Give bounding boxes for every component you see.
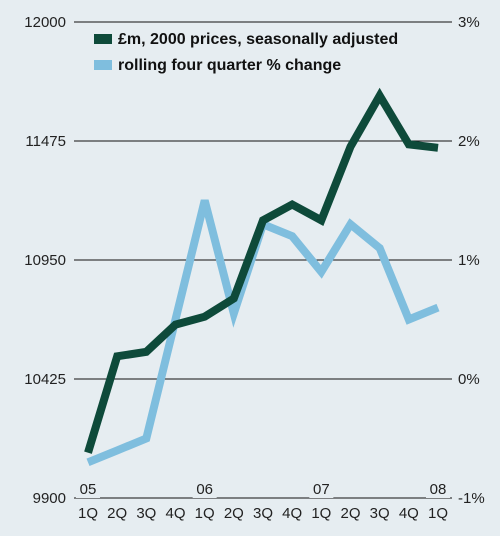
x-tick-label: 3Q — [136, 505, 156, 522]
year-label-bg — [76, 480, 100, 498]
year-label: 06 — [196, 481, 213, 498]
legend-label-level: £m, 2000 prices, seasonally adjusted — [118, 31, 398, 48]
left-axis-ticks: 9900 10425 10950 11475 12000 — [24, 14, 66, 507]
right-axis-ticks: -1% 0% 1% 2% 3% — [458, 14, 485, 507]
x-tick-label: 1Q — [428, 505, 448, 522]
legend-swatch-change — [94, 60, 112, 70]
x-tick-label: 2Q — [224, 505, 244, 522]
left-tick-label: 10950 — [24, 252, 66, 269]
right-tick-label: 1% — [458, 252, 480, 269]
year-labels: 05 06 07 08 — [76, 480, 450, 498]
x-tick-label: 1Q — [311, 505, 331, 522]
x-tick-label: 4Q — [282, 505, 302, 522]
left-tick-label: 9900 — [33, 490, 66, 507]
year-label: 05 — [80, 481, 97, 498]
right-tick-label: 2% — [458, 133, 480, 150]
left-tick-label: 11475 — [25, 133, 66, 150]
legend-label-change: rolling four quarter % change — [118, 57, 341, 74]
year-label-bg — [192, 480, 217, 498]
legend: £m, 2000 prices, seasonally adjusted rol… — [94, 31, 398, 74]
year-label: 08 — [430, 481, 447, 498]
year-label-bg — [426, 480, 450, 498]
series-line-change — [86, 199, 440, 467]
series-lines — [84, 87, 440, 467]
x-axis-ticks: 1Q 2Q 3Q 4Q 1Q 2Q 3Q 4Q 1Q 2Q 3Q 4Q 1Q — [78, 505, 448, 522]
x-tick-label: 3Q — [370, 505, 390, 522]
legend-swatch-level — [94, 34, 112, 44]
x-tick-label: 2Q — [340, 505, 360, 522]
x-tick-label: 3Q — [253, 505, 273, 522]
year-label: 07 — [313, 481, 330, 498]
right-tick-label: 3% — [458, 14, 480, 31]
grid-lines — [74, 21, 452, 499]
x-tick-label: 1Q — [78, 505, 98, 522]
x-tick-label: 1Q — [195, 505, 215, 522]
year-label-bg — [309, 480, 334, 498]
x-tick-label: 4Q — [165, 505, 185, 522]
right-tick-label: -1% — [458, 490, 485, 507]
left-tick-label: 10425 — [24, 371, 66, 388]
x-tick-label: 4Q — [399, 505, 419, 522]
x-tick-label: 2Q — [107, 505, 127, 522]
right-tick-label: 0% — [458, 371, 480, 388]
left-tick-label: 12000 — [24, 14, 66, 31]
series-line-level — [84, 87, 439, 454]
